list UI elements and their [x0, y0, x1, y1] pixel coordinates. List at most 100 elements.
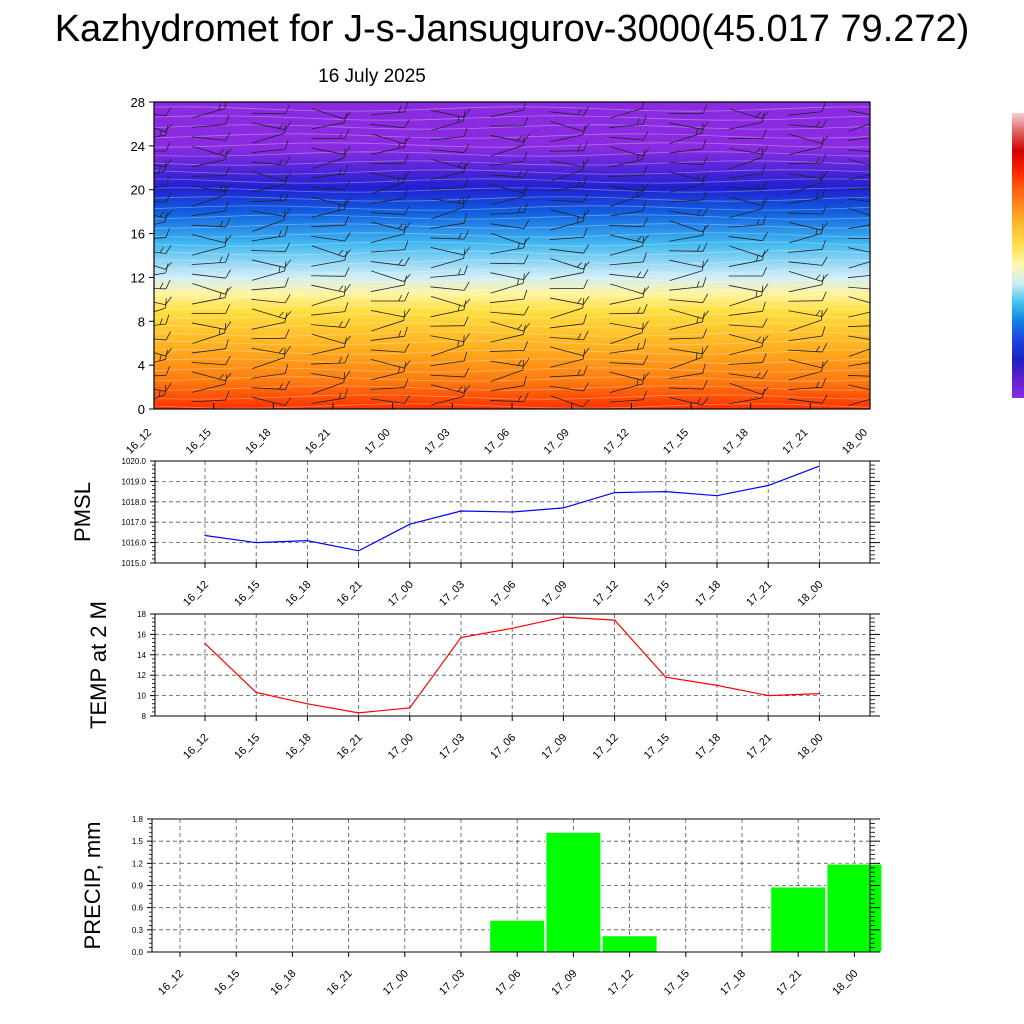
wind-barb — [847, 375, 870, 378]
pmsl-point — [358, 550, 360, 552]
x-tick-label: 17_09 — [539, 579, 569, 609]
wind-barb — [669, 123, 704, 144]
precip-bar — [601, 935, 658, 953]
wind-barb — [550, 346, 590, 357]
temperature-point — [767, 695, 769, 697]
temperature-point — [818, 692, 821, 695]
wind-barb — [251, 121, 292, 131]
wind-barb — [251, 123, 287, 144]
wind-barb — [251, 104, 290, 115]
x-tick-label: 17_18 — [693, 579, 723, 609]
pmsl-chart: 1015.0 1016.0 1017.0 1018.0 1019.0 1020.0 16_1… — [70, 457, 880, 609]
wind-barb — [729, 147, 763, 170]
wind-barb — [154, 366, 171, 377]
wind-barb — [154, 158, 172, 168]
wind-barb — [489, 254, 529, 265]
wind-barb — [609, 131, 649, 141]
wind-barb — [549, 365, 588, 378]
precip-bar — [489, 919, 546, 953]
wind-barb — [251, 277, 289, 291]
wind-barb — [609, 390, 648, 403]
wind-barb — [728, 128, 767, 140]
contour-line — [154, 268, 870, 274]
wind-barb — [370, 291, 410, 302]
wind-barb — [311, 215, 349, 228]
contour-line — [154, 106, 870, 112]
wind-barb — [729, 285, 764, 307]
wind-barb — [311, 250, 348, 267]
temperature-point — [409, 707, 411, 709]
wind-barb — [490, 376, 527, 392]
wind-barb — [728, 283, 769, 293]
wind-barb — [311, 129, 350, 139]
y-tick-label: 28 — [131, 95, 145, 110]
wind-barb — [729, 196, 769, 206]
wind-barb — [788, 102, 826, 116]
wind-barb — [669, 220, 710, 233]
wind-barb — [729, 108, 769, 120]
x-tick-label: 17_15 — [661, 427, 691, 457]
wind-barb — [728, 180, 768, 190]
x-tick-label: 16_15 — [232, 579, 262, 609]
wind-barb — [191, 269, 231, 279]
wind-barb — [192, 323, 227, 344]
wind-barb — [251, 191, 290, 202]
y-tick-label: 0.6 — [132, 904, 144, 913]
wind-barb — [848, 110, 870, 118]
wind-barb — [490, 321, 530, 332]
wind-barb — [490, 168, 529, 178]
wind-barb — [430, 351, 468, 367]
contour-line — [154, 133, 870, 139]
heatmap-fill — [154, 102, 870, 409]
wind-barb — [154, 384, 166, 407]
wind-barb — [370, 170, 411, 180]
contour-line — [154, 232, 870, 238]
contour-line — [154, 187, 870, 193]
x-tick-label: 17_21 — [744, 579, 774, 609]
wind-barb — [848, 187, 870, 190]
wind-barb — [251, 139, 289, 154]
wind-barb — [370, 188, 408, 204]
x-tick-label: 17_21 — [774, 968, 804, 998]
y-tick-label: 1.2 — [132, 859, 144, 868]
x-tick-label: 16_15 — [184, 427, 214, 457]
wind-barb — [669, 308, 709, 319]
wind-barb — [192, 185, 226, 207]
pmsl-point — [511, 511, 513, 513]
wind-barb — [430, 264, 468, 278]
wind-barb — [490, 273, 525, 294]
contour-line — [154, 304, 870, 310]
wind-barb — [847, 237, 870, 240]
y-tick-label: 10 — [137, 692, 146, 701]
wind-barb — [848, 309, 870, 318]
wind-barb — [728, 318, 768, 328]
wind-barb — [728, 266, 768, 277]
x-tick-label: 17_15 — [642, 579, 672, 609]
wind-barb — [192, 283, 232, 295]
wind-barb — [788, 377, 827, 391]
wind-barb — [311, 245, 352, 258]
x-tick-label: 17_18 — [718, 968, 748, 998]
y-tick-label: 1018.0 — [122, 498, 147, 507]
wind-barb — [370, 102, 409, 116]
wind-barb — [191, 131, 231, 141]
wind-barb — [728, 215, 767, 228]
wind-barb — [848, 171, 870, 181]
wind-barb — [154, 107, 172, 117]
wind-barb — [788, 359, 829, 369]
wind-barb — [430, 316, 469, 327]
wind-barb — [311, 146, 351, 155]
x-tick-label: 16_12 — [181, 579, 211, 609]
wind-barb — [371, 310, 406, 332]
wind-barb — [311, 318, 351, 328]
wind-barb — [848, 384, 870, 393]
wind-barb — [848, 335, 870, 342]
wind-barb — [191, 217, 231, 228]
wind-barb — [154, 263, 169, 280]
x-tick-label: 18_00 — [795, 579, 825, 609]
wind-barb — [788, 153, 827, 165]
wind-barb — [371, 358, 411, 369]
wind-barb — [549, 279, 589, 289]
pmsl-point — [460, 510, 462, 512]
